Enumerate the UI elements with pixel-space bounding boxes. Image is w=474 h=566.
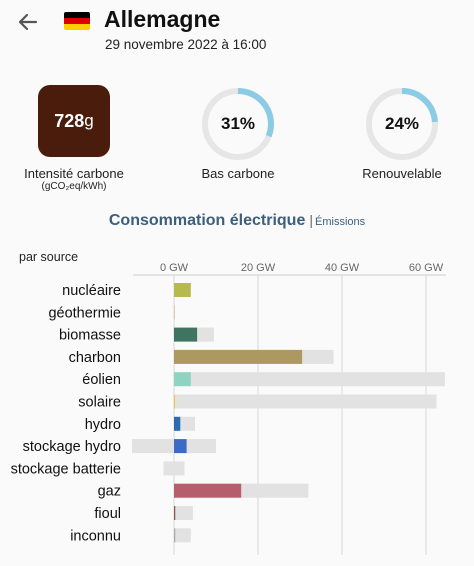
source-label: fioul <box>94 506 121 522</box>
carbon-intensity-box[interactable]: 728 g <box>38 85 110 157</box>
germany-flag-icon <box>64 12 90 30</box>
source-label: hydro <box>85 417 121 433</box>
chart-title: par source <box>19 250 79 264</box>
production-bar <box>174 349 303 364</box>
production-bar <box>174 372 191 387</box>
production-bar <box>174 394 175 409</box>
production-bar <box>174 305 175 320</box>
capacity-bar <box>174 372 445 387</box>
source-label: gaz <box>98 484 121 500</box>
renewable-label: Renouvelable <box>362 166 442 181</box>
carbon-intensity-unit-label: (gCO₂eq/kWh) <box>41 181 107 192</box>
x-tick-label: 60 GW <box>409 262 444 274</box>
production-bar <box>174 483 242 498</box>
production-chart: 0 GW 20 GW 40 GW 60 GW nucléaire géothermie bi… <box>11 262 446 555</box>
chart-tabs: Consommation électrique | Émissions <box>0 212 474 230</box>
source-label: charbon <box>69 350 121 366</box>
capacity-bar <box>174 506 193 520</box>
capacity-bar <box>174 528 191 543</box>
capacity-bar <box>163 461 185 476</box>
carbon-intensity-value: 728 <box>54 110 85 131</box>
source-label: stockage batterie <box>11 461 121 477</box>
renewable-gauge[interactable]: 24% <box>365 87 439 161</box>
production-bar <box>174 327 198 342</box>
header: Allemagne 29 novembre 2022 à 16:00 <box>0 0 474 60</box>
zone-title: Allemagne <box>104 6 221 32</box>
source-label: nucléaire <box>62 283 121 299</box>
source-label: biomasse <box>59 328 121 344</box>
low-carbon-gauge-fill <box>237 88 274 138</box>
tab-emissions[interactable]: Émissions <box>315 216 366 228</box>
capacity-bar <box>174 394 437 409</box>
production-bar <box>174 439 187 454</box>
renewable-gauge-fill <box>401 88 438 123</box>
source-label: stockage hydro <box>23 439 121 455</box>
production-bar <box>174 283 191 297</box>
source-label: inconnu <box>70 528 121 544</box>
x-tick-label: 0 GW <box>160 262 189 274</box>
production-bar <box>174 506 176 520</box>
tab-consumption[interactable]: Consommation électrique <box>108 212 306 229</box>
production-bar <box>174 528 176 543</box>
source-label: géothermie <box>48 305 121 321</box>
production-bar <box>174 416 181 431</box>
carbon-intensity-unit: g <box>84 111 94 130</box>
carbon-intensity-label: Intensité carbone <box>24 166 124 181</box>
low-carbon-gauge[interactable]: 31% <box>201 87 275 161</box>
arrow-left-icon[interactable] <box>16 10 40 34</box>
source-label: solaire <box>78 395 121 411</box>
renewable-value: 24% <box>384 114 420 133</box>
x-tick-label: 20 GW <box>241 262 276 274</box>
x-tick-label: 40 GW <box>325 262 360 274</box>
source-label: éolien <box>82 372 121 388</box>
tab-separator: | <box>309 212 313 228</box>
low-carbon-value: 31% <box>220 114 256 133</box>
datetime: 29 novembre 2022 à 16:00 <box>105 37 267 52</box>
low-carbon-label: Bas carbone <box>201 166 275 181</box>
